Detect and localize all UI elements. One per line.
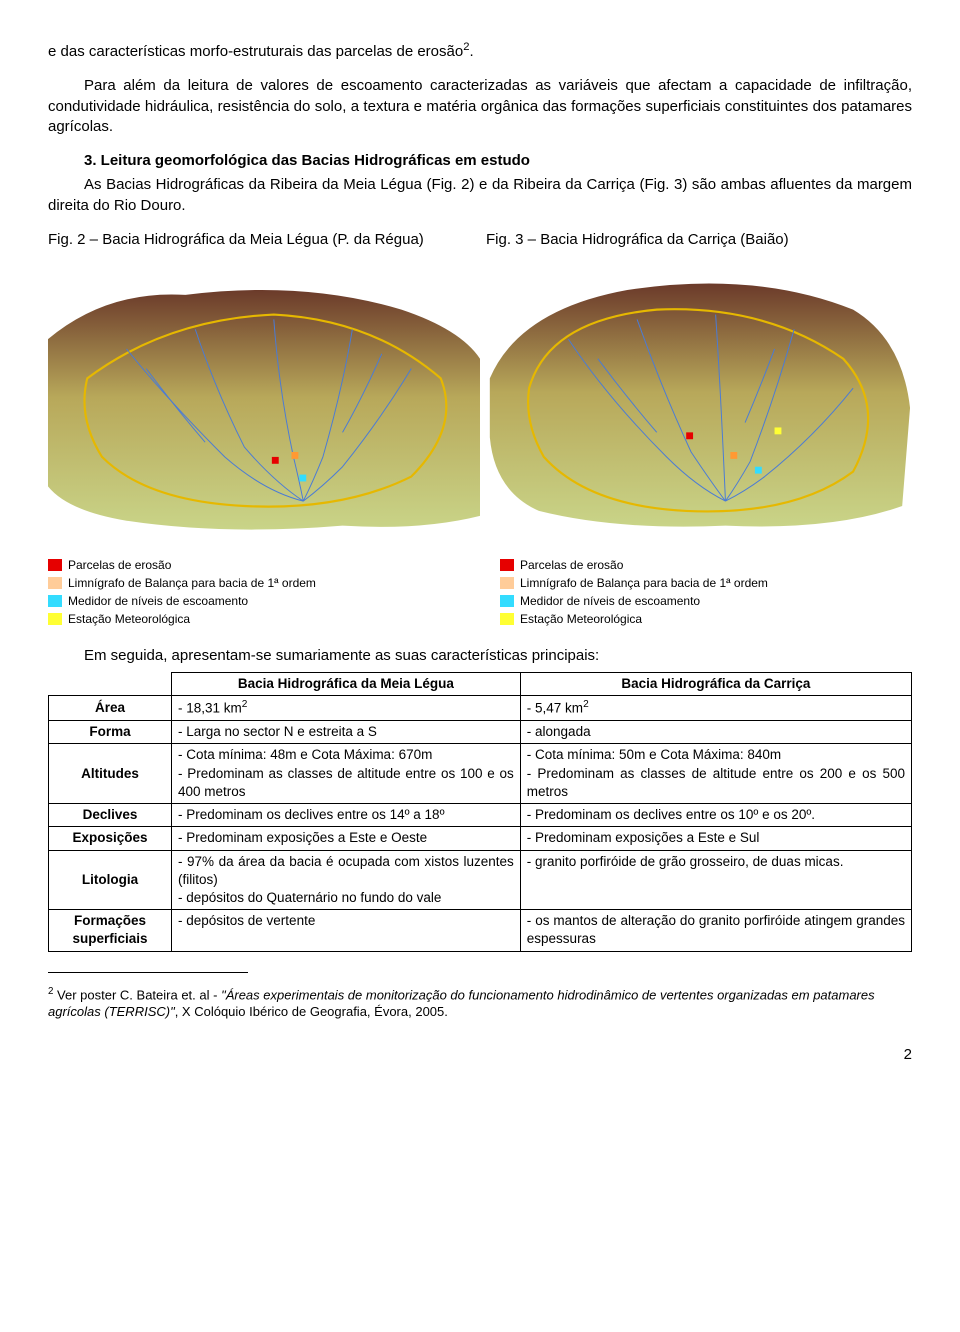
cell: - depósitos de vertente — [172, 910, 521, 951]
marker-erosion — [272, 457, 279, 464]
cell: - Predominam os declives entre os 10º e … — [520, 804, 911, 827]
fig3-caption: Fig. 3 – Bacia Hidrográfica da Carriça (… — [486, 230, 912, 250]
marker-flow — [299, 475, 306, 482]
table-row: Litologia- 97% da área da bacia é ocupad… — [49, 850, 912, 910]
p1-suffix: . — [469, 43, 473, 60]
legend-swatch — [500, 595, 514, 607]
marker-flow — [755, 467, 762, 474]
legends-row: Parcelas de erosãoLimnígrafo de Balança … — [48, 556, 912, 628]
table-row: Declives- Predominam os declives entre o… — [49, 804, 912, 827]
cell: - alongada — [520, 721, 911, 744]
cell: - Predominam os declives entre os 14º a … — [172, 804, 521, 827]
table-blank-corner — [49, 673, 172, 696]
table-intro: Em seguida, apresentam-se sumariamente a… — [48, 646, 912, 666]
row-head: Forma — [49, 721, 172, 744]
legend-swatch — [48, 595, 62, 607]
legend-item: Medidor de níveis de escoamento — [500, 592, 912, 610]
maps-row — [48, 258, 912, 538]
paragraph-1: e das características morfo-estruturais … — [48, 40, 912, 62]
cell: - Predominam exposições a Este e Sul — [520, 827, 911, 850]
footnote-separator — [48, 972, 248, 973]
legend-label: Estação Meteorológica — [520, 610, 642, 628]
paragraph-2: Para além da leitura de valores de escoa… — [48, 76, 912, 137]
legend-item: Parcelas de erosão — [500, 556, 912, 574]
row-head: Litologia — [49, 850, 172, 910]
legend-item: Estação Meteorológica — [48, 610, 460, 628]
cell: - 5,47 km2 — [520, 696, 911, 721]
legend-swatch — [500, 559, 514, 571]
terrain-shape — [48, 290, 480, 530]
cell: - Larga no sector N e estreita a S — [172, 721, 521, 744]
legend-label: Limnígrafo de Balança para bacia de 1ª o… — [68, 574, 316, 592]
legend-label: Parcelas de erosão — [520, 556, 623, 574]
table-row: Forma- Larga no sector N e estreita a S-… — [49, 721, 912, 744]
marker-erosion — [686, 432, 693, 439]
cell: - Predominam exposições a Este e Oeste — [172, 827, 521, 850]
legend-label: Estação Meteorológica — [68, 610, 190, 628]
row-head: Altitudes — [49, 744, 172, 804]
legend-item: Limnígrafo de Balança para bacia de 1ª o… — [48, 574, 460, 592]
row-head: Declives — [49, 804, 172, 827]
legend-item: Parcelas de erosão — [48, 556, 460, 574]
row-head: Área — [49, 696, 172, 721]
legend-swatch — [500, 577, 514, 589]
legend-item: Estação Meteorológica — [500, 610, 912, 628]
paragraph-3: As Bacias Hidrográficas da Ribeira da Me… — [48, 175, 912, 216]
marker-station — [775, 427, 782, 434]
cell: - os mantos de alteração do granito porf… — [520, 910, 911, 951]
cell: - Cota mínima: 48m e Cota Máxima: 670m- … — [172, 744, 521, 804]
legend-swatch — [48, 613, 62, 625]
legend-item: Medidor de níveis de escoamento — [48, 592, 460, 610]
footnote-suffix: , X Colóquio Ibérico de Geografia, Évora… — [175, 1004, 448, 1019]
cell: - Cota mínima: 50m e Cota Máxima: 840m- … — [520, 744, 911, 804]
map-fig3 — [480, 258, 912, 538]
legend-swatch — [48, 577, 62, 589]
legend-label: Parcelas de erosão — [68, 556, 171, 574]
footnote-prefix: Ver poster C. Bateira et. al - — [53, 987, 221, 1002]
cell: - granito porfiróide de grão grosseiro, … — [520, 850, 911, 910]
legend-swatch — [48, 559, 62, 571]
page-number: 2 — [48, 1045, 912, 1065]
legend-swatch — [500, 613, 514, 625]
characteristics-table: Bacia Hidrográfica da Meia Légua Bacia H… — [48, 672, 912, 951]
fig2-caption: Fig. 2 – Bacia Hidrográfica da Meia Légu… — [48, 230, 474, 250]
col1-header: Bacia Hidrográfica da Meia Légua — [172, 673, 521, 696]
table-row: Área- 18,31 km2- 5,47 km2 — [49, 696, 912, 721]
cell: - 97% da área da bacia é ocupada com xis… — [172, 850, 521, 910]
table-row: Altitudes- Cota mínima: 48m e Cota Máxim… — [49, 744, 912, 804]
section-title: 3. Leitura geomorfológica das Bacias Hid… — [84, 151, 912, 171]
p1-prefix: e das características morfo-estruturais … — [48, 43, 463, 60]
row-head: Formações superficiais — [49, 910, 172, 951]
legend-label: Medidor de níveis de escoamento — [520, 592, 700, 610]
terrain-shape — [490, 283, 910, 526]
row-head: Exposições — [49, 827, 172, 850]
col2-header: Bacia Hidrográfica da Carriça — [520, 673, 911, 696]
legend-item: Limnígrafo de Balança para bacia de 1ª o… — [500, 574, 912, 592]
footnote: 2 Ver poster C. Bateira et. al - "Áreas … — [48, 986, 912, 1021]
marker-limnigraph — [730, 452, 737, 459]
cell: - 18,31 km2 — [172, 696, 521, 721]
legend-right: Parcelas de erosãoLimnígrafo de Balança … — [500, 556, 912, 628]
table-row: Exposições- Predominam exposições a Este… — [49, 827, 912, 850]
map-fig2 — [48, 258, 480, 538]
marker-limnigraph — [291, 452, 298, 459]
legend-label: Medidor de níveis de escoamento — [68, 592, 248, 610]
legend-left: Parcelas de erosãoLimnígrafo de Balança … — [48, 556, 460, 628]
legend-label: Limnígrafo de Balança para bacia de 1ª o… — [520, 574, 768, 592]
figure-captions-row: Fig. 2 – Bacia Hidrográfica da Meia Légu… — [48, 230, 912, 250]
table-row: Formações superficiais- depósitos de ver… — [49, 910, 912, 951]
